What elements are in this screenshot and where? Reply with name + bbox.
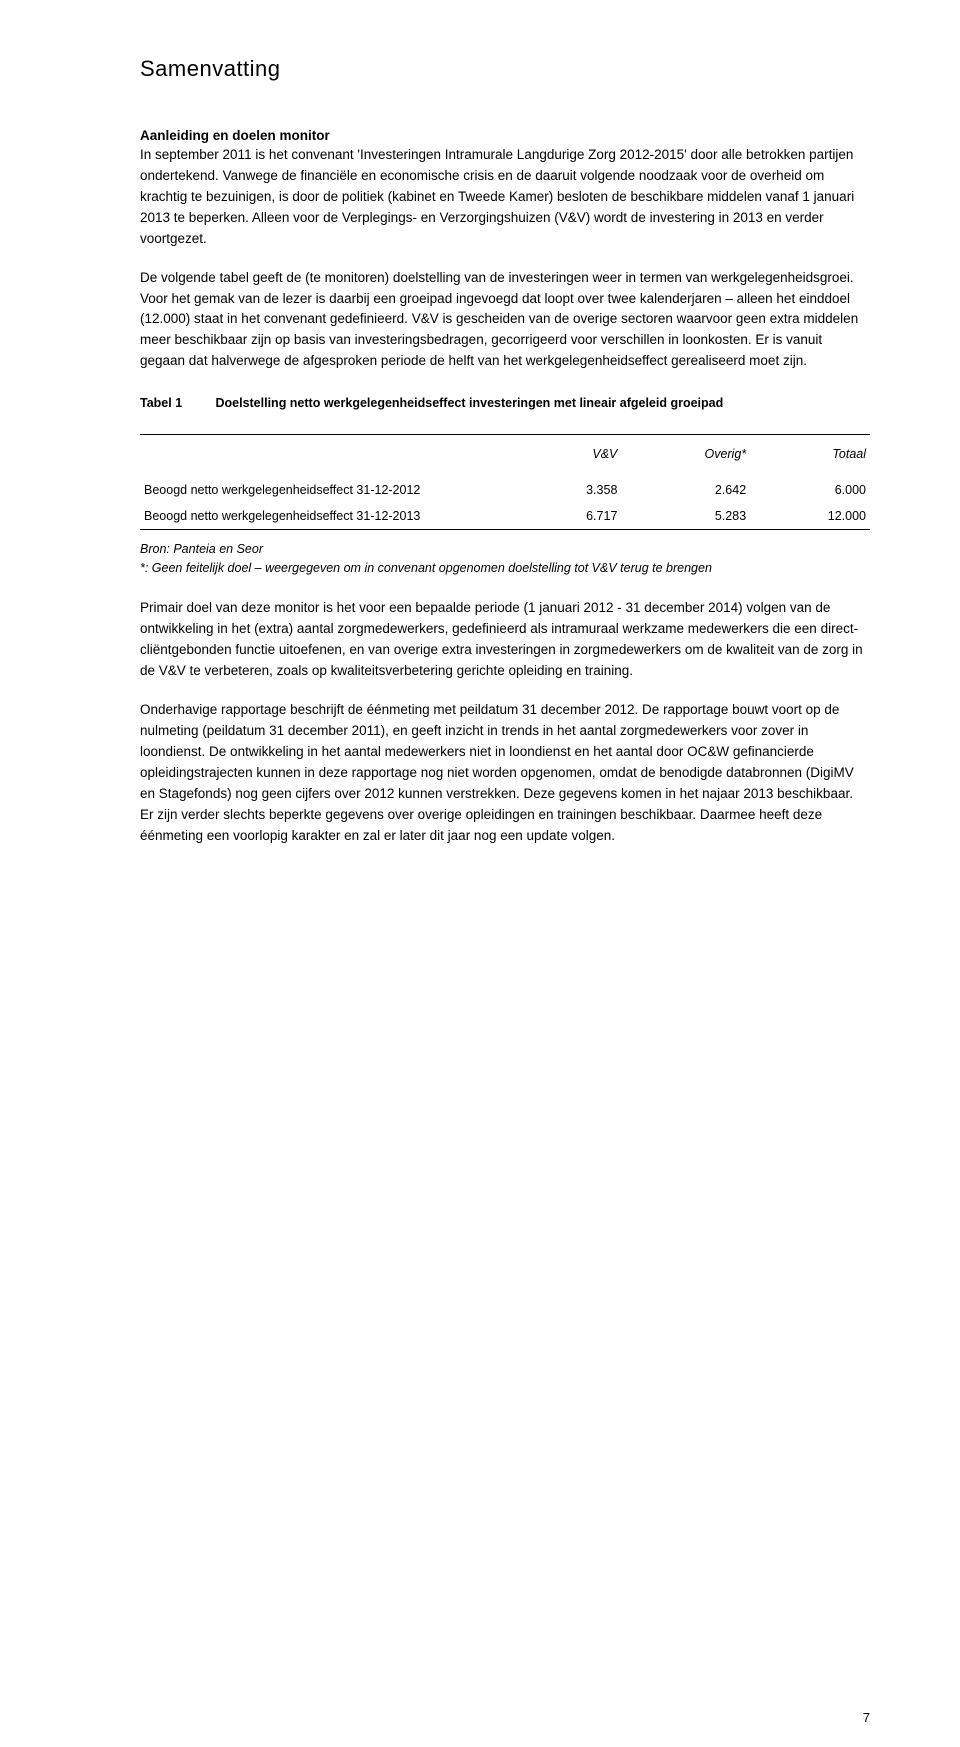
paragraph-2-text: Vanwege de financiële en economische cri… bbox=[140, 168, 854, 246]
section-heading: Aanleiding en doelen monitor bbox=[140, 128, 870, 143]
cell-value: 5.283 bbox=[621, 503, 750, 530]
table-caption-text: Doelstelling netto werkgelegenheidseffec… bbox=[215, 394, 865, 413]
row-label: Beoogd netto werkgelegenheidseffect 31-1… bbox=[140, 503, 520, 530]
col-header-empty bbox=[140, 434, 520, 477]
col-header-vv: V&V bbox=[520, 434, 622, 477]
data-table: V&V Overig* Totaal Beoogd netto werkgele… bbox=[140, 434, 870, 530]
cell-value: 2.642 bbox=[621, 477, 750, 503]
table-row: Beoogd netto werkgelegenheidseffect 31-1… bbox=[140, 503, 870, 530]
table-row: Beoogd netto werkgelegenheidseffect 31-1… bbox=[140, 477, 870, 503]
page-title: Samenvatting bbox=[140, 56, 870, 82]
table-source: Bron: Panteia en Seor bbox=[140, 540, 870, 559]
paragraph-4: Primair doel van deze monitor is het voo… bbox=[140, 598, 870, 682]
paragraph-3: De volgende tabel geeft de (te monitoren… bbox=[140, 268, 870, 373]
table-footnote: *: Geen feitelijk doel – weergegeven om … bbox=[140, 559, 870, 578]
document-page: Samenvatting Aanleiding en doelen monito… bbox=[0, 0, 960, 904]
paragraph-5: Onderhavige rapportage beschrijft de één… bbox=[140, 700, 870, 846]
cell-value: 6.000 bbox=[750, 477, 870, 503]
cell-value: 12.000 bbox=[750, 503, 870, 530]
col-header-totaal: Totaal bbox=[750, 434, 870, 477]
col-header-overig: Overig* bbox=[621, 434, 750, 477]
paragraph-intro: In september 2011 is het convenant 'Inve… bbox=[140, 145, 870, 250]
cell-value: 3.358 bbox=[520, 477, 622, 503]
page-number: 7 bbox=[863, 1710, 870, 1725]
table-caption-label: Tabel 1 bbox=[140, 394, 212, 413]
cell-value: 6.717 bbox=[520, 503, 622, 530]
table-header-row: V&V Overig* Totaal bbox=[140, 434, 870, 477]
row-label: Beoogd netto werkgelegenheidseffect 31-1… bbox=[140, 477, 520, 503]
table-caption: Tabel 1 Doelstelling netto werkgelegenhe… bbox=[140, 394, 870, 413]
